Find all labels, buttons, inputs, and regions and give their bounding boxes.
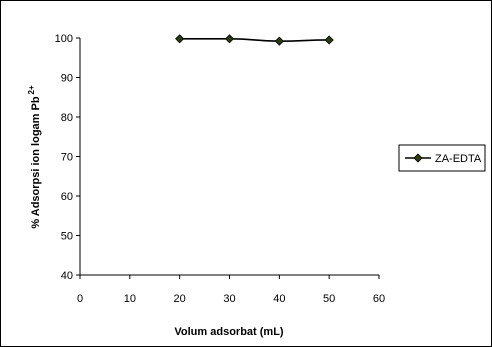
data-point-marker (175, 34, 185, 44)
y-tick-label: 90 (61, 73, 73, 85)
y-tick-label: 50 (61, 231, 73, 243)
legend-marker (413, 153, 423, 163)
data-point-marker (324, 35, 334, 45)
data-point-marker (224, 34, 235, 44)
y-tick-label: 60 (61, 191, 73, 203)
x-tick-label: 50 (323, 293, 335, 305)
y-axis-title-superscript: 2+ (27, 85, 36, 94)
y-tick-label: 80 (61, 112, 73, 124)
x-tick-label: 60 (373, 293, 385, 305)
y-tick-label: 40 (61, 270, 73, 282)
y-axis-title: % Adsorpsi ion logam Pb 2+ (27, 85, 42, 229)
legend-label: ZA-EDTA (435, 153, 482, 165)
x-tick-label: 20 (174, 293, 186, 305)
x-tick-label: 10 (124, 293, 136, 305)
data-point-marker (274, 36, 284, 46)
series-line (179, 37, 330, 42)
x-tick-label: 0 (77, 293, 83, 305)
y-tick-label: 70 (61, 152, 73, 164)
x-axis-title: Volum adsorbat (mL) (174, 326, 284, 338)
legend: ZA-EDTA (398, 144, 486, 172)
y-axis-title-main: % Adsorpsi ion logam Pb (30, 96, 42, 228)
x-ticks: 0 10 20 30 40 50 60 (77, 275, 385, 305)
x-tick-label: 30 (223, 293, 235, 305)
y-tick-label: 100 (55, 33, 73, 45)
x-tick-label: 40 (273, 293, 285, 305)
series-layer (175, 34, 334, 46)
y-ticks: 40 50 60 70 80 90 100 (55, 33, 80, 282)
